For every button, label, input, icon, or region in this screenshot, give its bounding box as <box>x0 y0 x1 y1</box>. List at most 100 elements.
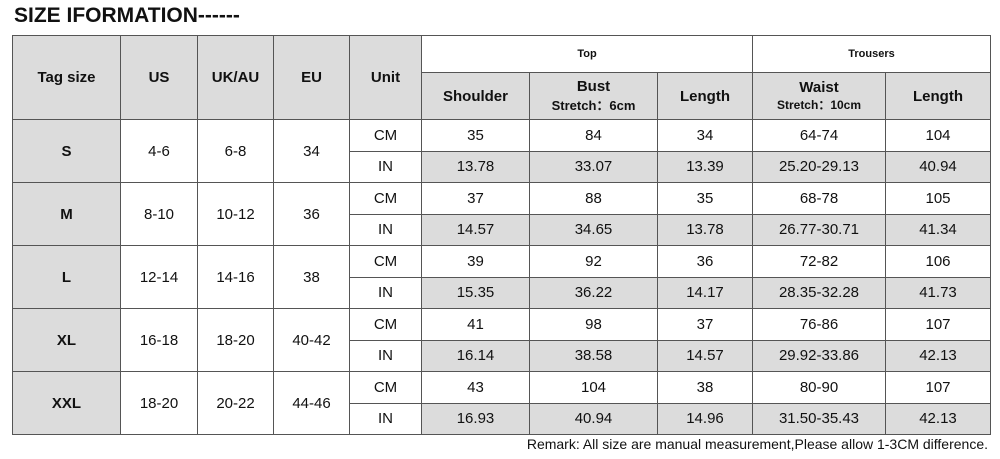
cell: 18-20 <box>120 371 198 435</box>
table-row: XXL 18-20 20-22 44-46 CM 43 104 38 80-90 107 <box>12 371 991 435</box>
cell: 41.34 <box>885 213 991 246</box>
unit-cell: CM <box>349 371 422 404</box>
cell: 37 <box>657 308 753 341</box>
cell: 39 <box>421 245 530 278</box>
cell: 88 <box>529 182 658 215</box>
cell: 16.14 <box>421 339 530 372</box>
cell: 13.78 <box>421 150 530 183</box>
cell: 12-14 <box>120 245 198 309</box>
cell: 80-90 <box>752 371 886 404</box>
cell: 37 <box>421 182 530 215</box>
group-header: Trousers <box>752 35 991 73</box>
cell: 16.93 <box>421 402 530 435</box>
cell: 38 <box>273 245 350 309</box>
unit-cell: IN <box>349 150 422 183</box>
cell: 29.92-33.86 <box>752 339 886 372</box>
header-cell: Length <box>657 72 753 120</box>
unit-cell: IN <box>349 213 422 246</box>
header-cell: Waist Stretch：10cm <box>752 72 886 120</box>
title: SIZE IFORMATION------ <box>14 4 240 27</box>
size-tag: M <box>12 182 121 246</box>
cell: 106 <box>885 245 991 278</box>
cell: 26.77-30.71 <box>752 213 886 246</box>
cell: 104 <box>529 371 658 404</box>
cell: 34 <box>657 119 753 152</box>
cell: 41.73 <box>885 276 991 309</box>
cell: 4-6 <box>120 119 198 183</box>
header-text: Waist <box>799 79 839 96</box>
cell: 104 <box>885 119 991 152</box>
table-row: IN 16.93 40.94 14.96 31.50-35.43 42.13 <box>13 402 991 435</box>
cell: 34 <box>273 119 350 183</box>
size-tag: S <box>12 119 121 183</box>
cell: 36 <box>657 245 753 278</box>
table-row: M 8-10 10-12 36 CM 37 88 35 68-78 105 <box>12 182 991 246</box>
cell: 10-12 <box>197 182 274 246</box>
cell: 36 <box>273 182 350 246</box>
table-row: IN 16.14 38.58 14.57 29.92-33.86 42.13 <box>13 339 991 372</box>
unit-cell: IN <box>349 402 422 435</box>
size-table: Tag size US UK/AU EU Unit Top Trousers Shoulder… <box>12 35 991 435</box>
remark: Remark: All size are manual measurement,… <box>526 436 988 452</box>
header-cell: Unit <box>349 35 422 120</box>
cell: 14.96 <box>657 402 753 435</box>
header-text: Bust <box>576 78 611 95</box>
cell: 107 <box>885 371 991 404</box>
cell: 34.65 <box>529 213 658 246</box>
table-row: IN 13.78 33.07 13.39 25.20-29.13 40.94 <box>13 150 991 183</box>
cell: 25.20-29.13 <box>752 150 886 183</box>
cell: 31.50-35.43 <box>752 402 886 435</box>
unit-cell: IN <box>349 276 422 309</box>
cell: 41 <box>421 308 530 341</box>
header-note: Stretch：10cm <box>776 98 862 112</box>
cell: 14-16 <box>197 245 274 309</box>
unit-cell: CM <box>349 245 422 278</box>
header-note: Stretch：6cm <box>551 98 636 113</box>
cell: 105 <box>885 182 991 215</box>
cell: 98 <box>529 308 658 341</box>
cell: 40-42 <box>273 308 350 372</box>
unit-cell: IN <box>349 339 422 372</box>
header-cell: EU <box>273 35 350 120</box>
header-cell: Shoulder <box>421 72 530 120</box>
size-tag: XXL <box>12 371 121 435</box>
group-header: Top <box>421 35 753 73</box>
cell: 76-86 <box>752 308 886 341</box>
table-row: Shoulder Bust Stretch：6cm Length Waist Stretc… <box>13 72 991 120</box>
cell: 42.13 <box>885 402 991 435</box>
cell: 40.94 <box>885 150 991 183</box>
cell: 16-18 <box>120 308 198 372</box>
cell: 72-82 <box>752 245 886 278</box>
size-tag: L <box>12 245 121 309</box>
cell: 107 <box>885 308 991 341</box>
header-cell: UK/AU <box>197 35 274 120</box>
cell: 42.13 <box>885 339 991 372</box>
table-row: Tag size US UK/AU EU Unit Top Trousers <box>12 35 991 120</box>
size-tag: XL <box>12 308 121 372</box>
cell: 40.94 <box>529 402 658 435</box>
cell: 68-78 <box>752 182 886 215</box>
cell: 38 <box>657 371 753 404</box>
cell: 8-10 <box>120 182 198 246</box>
cell: 33.07 <box>529 150 658 183</box>
cell: 13.39 <box>657 150 753 183</box>
header-cell: Tag size <box>12 35 121 120</box>
cell: 35 <box>657 182 753 215</box>
table-row: S 4-6 6-8 34 CM 35 84 34 64-74 104 <box>12 119 991 183</box>
cell: 15.35 <box>421 276 530 309</box>
cell: 38.58 <box>529 339 658 372</box>
unit-cell: CM <box>349 119 422 152</box>
header-cell: Bust Stretch：6cm <box>529 72 658 120</box>
cell: 35 <box>421 119 530 152</box>
cell: 44-46 <box>273 371 350 435</box>
cell: 18-20 <box>197 308 274 372</box>
cell: 43 <box>421 371 530 404</box>
cell: 64-74 <box>752 119 886 152</box>
cell: 36.22 <box>529 276 658 309</box>
table-row: XL 16-18 18-20 40-42 CM 41 98 37 76-86 107 <box>12 308 991 372</box>
cell: 84 <box>529 119 658 152</box>
header-cell: Length <box>885 72 991 120</box>
table-row: L 12-14 14-16 38 CM 39 92 36 72-82 106 <box>12 245 991 309</box>
unit-cell: CM <box>349 182 422 215</box>
